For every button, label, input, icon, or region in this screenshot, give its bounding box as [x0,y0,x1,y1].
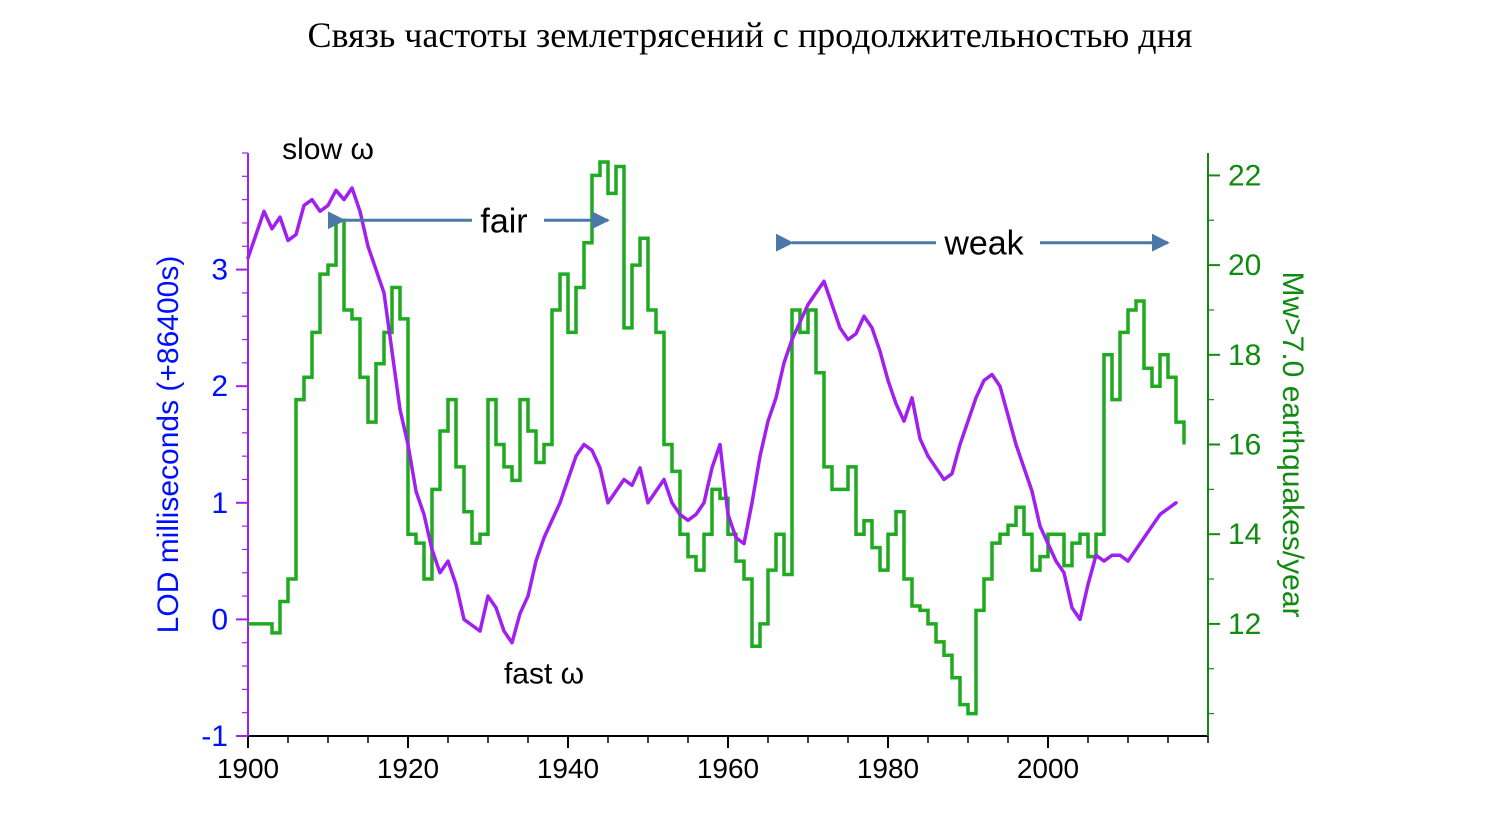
slow-omega-label: slow ω [282,133,374,166]
svg-text:LOD milliseconds (+86400s): LOD milliseconds (+86400s) [152,256,185,634]
svg-text:1900: 1900 [217,753,279,784]
fast-omega-label: fast ω [504,658,584,691]
svg-text:20: 20 [1228,249,1261,282]
lod-series [248,188,1176,643]
svg-text:2000: 2000 [1017,753,1079,784]
earthquake-series [248,162,1184,714]
fair-label: fair [480,202,527,240]
svg-text:0: 0 [211,603,228,636]
svg-text:1920: 1920 [377,753,439,784]
svg-text:14: 14 [1228,518,1261,551]
chart-title: Связь частоты землетрясений с продолжите… [0,14,1500,56]
svg-text:1: 1 [211,487,228,520]
svg-text:1980: 1980 [857,753,919,784]
svg-text:18: 18 [1228,339,1261,372]
chart: 190019201940196019802000-10123LOD millis… [0,0,1500,837]
svg-text:1960: 1960 [697,753,759,784]
svg-text:3: 3 [211,254,228,287]
svg-text:22: 22 [1228,159,1261,192]
svg-text:1940: 1940 [537,753,599,784]
svg-text:Mw>7.0 earthquakes/year: Mw>7.0 earthquakes/year [1276,271,1309,617]
page: Связь частоты землетрясений с продолжите… [0,0,1500,837]
weak-label: weak [943,225,1024,263]
svg-text:2: 2 [211,370,228,403]
svg-text:16: 16 [1228,429,1261,462]
svg-text:-1: -1 [201,720,228,753]
svg-text:12: 12 [1228,608,1261,641]
